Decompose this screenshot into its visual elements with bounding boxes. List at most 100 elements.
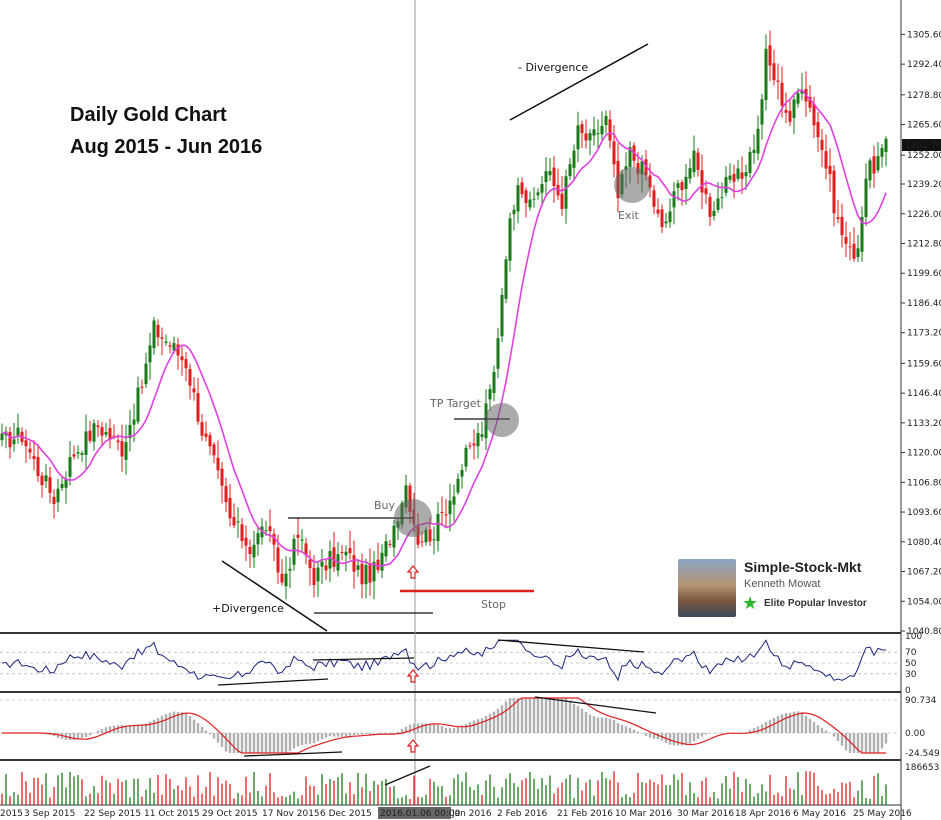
macd-histogram-bar [772,717,776,733]
macd-histogram-bar [132,725,136,733]
macd-histogram-bar [436,725,440,733]
tp-target-label: TP Target [429,397,482,410]
macd-histogram-bar [868,733,872,753]
macd-histogram-bar [508,698,512,733]
author-badge: Simple-Stock-Mkt Kenneth Mowat ★ Elite P… [678,557,888,619]
tp-target-marker [485,403,519,437]
macd-histogram-bar [484,716,488,733]
candle-body [108,427,112,440]
chart-title-line2: Aug 2015 - Jun 2016 [70,136,262,158]
macd-histogram-bar [404,726,408,733]
macd-histogram-bar [180,712,184,733]
candle-body [548,171,552,176]
candle-body [200,422,204,436]
candle-body [812,103,816,126]
candle-body [332,547,336,568]
macd-histogram-bar [192,719,196,733]
macd-histogram-bar [224,733,228,752]
macd-level-label: 0.00 [905,729,925,739]
price-tick-label: 1265.60 [907,121,941,131]
candle-body [612,141,616,165]
macd-histogram-bar [124,725,128,733]
macd-histogram-bar [72,733,76,741]
macd-histogram-bar [516,698,520,733]
candle-body [104,431,108,435]
candle-body [584,133,588,141]
price-tick-label: 1239.20 [907,180,941,190]
macd-histogram-bar [208,733,212,735]
rsi-arrow-icon [406,669,420,683]
candle-body [340,551,344,553]
date-label: 10 Mar 2016 [615,809,672,819]
candle-body [296,534,300,538]
candle-body [684,176,688,189]
macd-histogram-bar [352,733,356,735]
macd-histogram-bar [644,733,648,737]
candle-body [256,533,260,545]
macd-histogram-bar [84,733,88,738]
macd-histogram-bar [148,721,152,733]
candle-body [476,432,480,447]
candle-body [600,125,604,135]
macd-histogram-bar [864,733,868,753]
current-price-label: 1251.76 [905,141,941,151]
macd-histogram-bar [216,733,220,743]
candle-body [300,539,304,541]
macd-histogram-bar [708,733,712,734]
macd-histogram-bar [624,726,628,733]
moving-average-line [1,89,887,567]
candle-body [496,338,500,369]
candle-body [864,178,868,218]
candle-body [724,177,728,193]
macd-histogram-bar [884,733,888,744]
macd-histogram-bar [556,698,560,733]
macd-histogram-bar [232,733,236,753]
candle-body [392,525,396,548]
candle-body [264,530,268,532]
macd-histogram-bar [344,733,348,737]
macd-histogram-bar [260,733,264,753]
candle-body [452,496,456,505]
macd-histogram-bar [716,732,720,734]
volume-max-label: 186653 [905,763,939,773]
candle-body [12,439,16,445]
macd-histogram-bar [88,733,92,736]
price-tick-label: 1080.40 [907,538,941,548]
macd-histogram-bar [492,711,496,733]
candle-body [736,168,740,179]
macd-histogram-bar [168,712,172,733]
rsi-level-label: 0 [905,686,911,696]
price-tick-label: 1120.00 [907,449,941,459]
annotation-layer: Daily Gold Chart Aug 2015 - Jun 2016 - D… [70,61,941,615]
macd-histogram-bar [656,733,660,740]
candle-body [220,468,224,486]
macd-histogram-bar [392,733,396,734]
macd-histogram-bar [356,733,360,735]
candle-body [716,198,720,210]
macd-histogram-bar [612,720,616,733]
macd-histogram-bar [872,733,876,753]
macd-signal-line [2,697,886,754]
candle-body [352,555,356,572]
macd-histogram-bar [512,698,516,733]
date-label: 30 Mar 2016 [677,809,734,819]
macd-histogram-bar [340,733,344,737]
macd-histogram-bar [584,711,588,733]
macd-histogram-bar [104,727,108,733]
candle-body [236,521,240,523]
candle-body [868,160,872,181]
macd-histogram-bar [272,733,276,753]
macd-histogram-bar [824,730,828,733]
price-tick-label: 1199.60 [907,269,941,279]
macd-histogram-bar [688,733,692,744]
candle-body [284,573,288,587]
price-tick-label: 1040.80 [907,627,941,637]
macd-histogram-bar [444,727,448,733]
candle-body [780,82,784,106]
candle-body [344,551,348,556]
candle-body [676,183,680,188]
macd-histogram-bar [536,698,540,733]
macd-histogram-bar [400,729,404,733]
candle-body [80,453,84,455]
macd-histogram-bar [816,725,820,733]
